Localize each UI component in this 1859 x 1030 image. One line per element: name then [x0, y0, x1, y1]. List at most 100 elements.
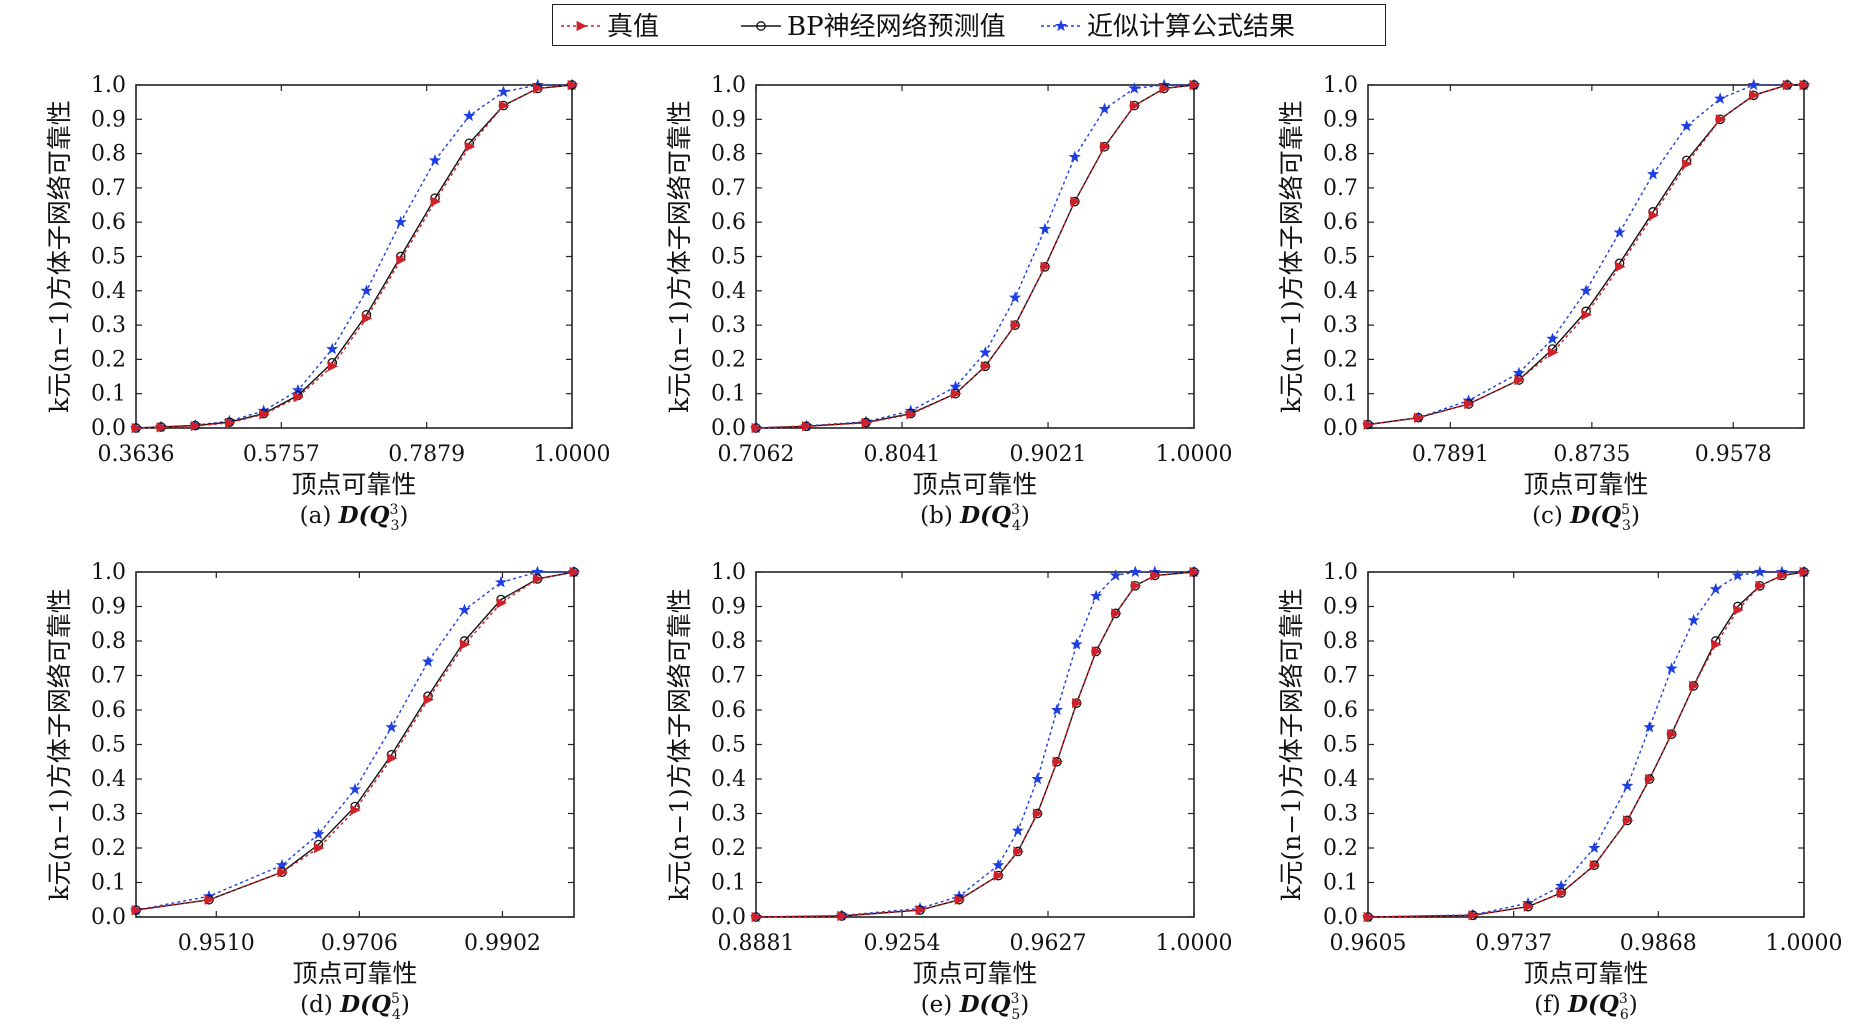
- data-point: [326, 342, 339, 355]
- data-point: [567, 79, 578, 91]
- data-point: [1548, 347, 1559, 358]
- data-point: [362, 313, 373, 324]
- data-point: [312, 827, 325, 840]
- series-1: [751, 567, 1199, 922]
- y-axis-label: k元(n−1)方体子网络可靠性: [45, 100, 74, 413]
- data-point: [1615, 261, 1626, 272]
- y-tick-label: 0.2: [1323, 836, 1358, 861]
- data-point: [1747, 78, 1760, 91]
- series-1: [131, 567, 579, 915]
- panel-caption: (d) D(Q5 4): [300, 991, 410, 1023]
- legend-item: BP神经网络预测值: [741, 12, 1006, 42]
- series-line: [1367, 84, 1804, 426]
- data-point: [1643, 720, 1656, 733]
- plot-frame: [755, 571, 1195, 918]
- data-point: [1111, 608, 1122, 619]
- y-tick-label: 0.7: [91, 664, 126, 689]
- x-tick-label: 1.0000: [1156, 931, 1233, 956]
- data-point: [277, 867, 288, 878]
- data-point: [1031, 772, 1044, 785]
- data-point: [1009, 291, 1022, 303]
- data-point: [1648, 210, 1659, 221]
- series-2: [129, 78, 579, 434]
- series-2: [749, 78, 1201, 434]
- series-0: [1363, 79, 1810, 430]
- series-line: [135, 84, 573, 429]
- data-point: [1128, 82, 1141, 94]
- data-point: [421, 655, 435, 667]
- y-axis-label: k元(n−1)方体子网络可靠性: [1277, 588, 1306, 901]
- y-tick-label: 0.3: [91, 802, 126, 827]
- y-tick-label: 0.5: [711, 733, 746, 758]
- chart-panel-e: 0.0 0.1 0.2 0.3 0.4 0.5 0.6 0.7 0.8 0.9 1.0 0.8881 0…: [665, 560, 1232, 1023]
- plot-frame: [1367, 571, 1805, 918]
- chart-panel-a: 0.0 0.1 0.2 0.3 0.4 0.5 0.6 0.7 0.8 0.9 1.0 0.3636 0…: [45, 73, 610, 534]
- y-tick-label: 0.1: [711, 382, 746, 407]
- legend-marker-icon: [756, 21, 766, 31]
- legend-marker-icon: [1054, 19, 1068, 32]
- data-point: [1413, 412, 1425, 423]
- y-tick-label: 0.3: [91, 313, 126, 338]
- y-tick-label: 0.0: [1323, 416, 1358, 441]
- series-0: [751, 79, 1200, 434]
- x-tick-label: 0.9902: [464, 931, 541, 956]
- y-tick-label: 0.6: [1323, 210, 1358, 235]
- series-0: [131, 566, 580, 916]
- y-tick-label: 0.7: [91, 176, 126, 201]
- data-point: [225, 417, 236, 429]
- series-line: [135, 571, 575, 911]
- data-point: [494, 575, 508, 588]
- series-line: [135, 571, 574, 911]
- y-tick-label: 0.5: [1323, 245, 1358, 270]
- data-point: [350, 804, 361, 816]
- data-point: [1090, 589, 1103, 602]
- x-tick-label: 0.8735: [1553, 442, 1630, 467]
- y-tick-label: 0.4: [711, 767, 746, 792]
- data-point: [293, 391, 304, 403]
- data-point: [1753, 565, 1766, 578]
- data-point: [314, 842, 325, 854]
- data-point: [1715, 114, 1727, 125]
- x-tick-label: 0.7879: [388, 442, 465, 467]
- data-point: [1072, 697, 1083, 709]
- data-point: [1070, 638, 1083, 650]
- series-2: [129, 565, 581, 916]
- panel-caption: (b) D(Q3 4): [920, 502, 1030, 534]
- y-tick-label: 0.1: [711, 871, 746, 896]
- legend-label: 真值: [607, 12, 659, 42]
- y-tick-label: 0.4: [91, 279, 126, 304]
- y-tick-label: 0.2: [91, 347, 126, 372]
- data-point: [751, 911, 762, 923]
- x-axis-label: 顶点可靠性: [292, 959, 417, 988]
- plot-frame: [1367, 84, 1805, 429]
- data-point: [1363, 419, 1374, 430]
- x-tick-label: 0.8041: [863, 442, 940, 467]
- data-point: [131, 422, 142, 434]
- data-point: [430, 196, 441, 207]
- plot-frame: [135, 571, 575, 918]
- data-point: [1687, 613, 1700, 626]
- series-line: [755, 571, 1194, 918]
- panel-caption: (e) D(Q3 5): [921, 991, 1030, 1023]
- data-point: [387, 753, 398, 764]
- chart-panel-f: 0.0 0.1 0.2 0.3 0.4 0.5 0.6 0.7 0.8 0.9 1.0 0.9605 0…: [1277, 560, 1842, 1023]
- data-point: [1647, 167, 1660, 180]
- x-tick-label: 0.9737: [1475, 931, 1552, 956]
- data-point: [497, 85, 510, 98]
- data-point: [1033, 808, 1044, 819]
- y-tick-label: 0.7: [1323, 664, 1358, 689]
- series-line: [135, 84, 573, 429]
- y-tick-label: 0.1: [1323, 871, 1358, 896]
- series-line: [755, 84, 1195, 429]
- data-point: [1068, 150, 1081, 163]
- data-point: [396, 254, 407, 266]
- data-point: [156, 422, 167, 433]
- data-point: [1130, 580, 1142, 591]
- data-point: [533, 83, 544, 94]
- data-point: [801, 421, 813, 432]
- data-point: [1645, 773, 1656, 785]
- y-tick-label: 0.4: [1323, 767, 1358, 792]
- data-point: [1689, 680, 1700, 691]
- x-tick-label: 0.3636: [98, 442, 175, 467]
